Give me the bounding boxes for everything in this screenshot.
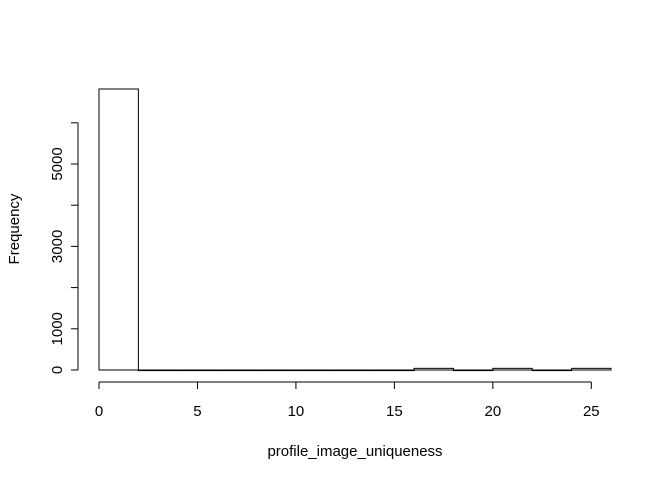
histogram-bar [571, 367, 612, 371]
histogram-bar [177, 369, 218, 372]
x-tick-label: 25 [583, 403, 600, 420]
histogram-bar [492, 367, 533, 371]
histogram-bar [256, 369, 297, 372]
histogram-bar [531, 369, 573, 372]
x-tick-label: 0 [95, 403, 103, 420]
y-axis-label: Frequency [6, 193, 23, 264]
histogram-bar [137, 369, 179, 372]
y-axis: 0 1000 3000 5000 [49, 122, 79, 374]
bars-group [98, 88, 612, 372]
y-tick-label: 3000 [49, 230, 66, 263]
x-tick-label: 5 [193, 403, 201, 420]
histogram-bar [374, 369, 415, 372]
x-tick-label: 10 [288, 403, 305, 420]
y-tick-label: 0 [49, 366, 66, 374]
x-tick-label: 20 [485, 403, 502, 420]
histogram-bar [98, 88, 139, 371]
histogram-bar [413, 367, 454, 371]
histogram-bar [334, 369, 376, 372]
histogram-bar [452, 369, 494, 372]
histogram-bar [295, 369, 336, 372]
x-axis: 0 5 10 15 20 25 [95, 381, 600, 420]
y-tick-label: 5000 [49, 147, 66, 180]
x-tick-label: 15 [386, 403, 403, 420]
histogram-bar [216, 369, 258, 372]
y-tick-label: 1000 [49, 312, 66, 345]
x-axis-label: profile_image_uniqueness [267, 443, 442, 460]
